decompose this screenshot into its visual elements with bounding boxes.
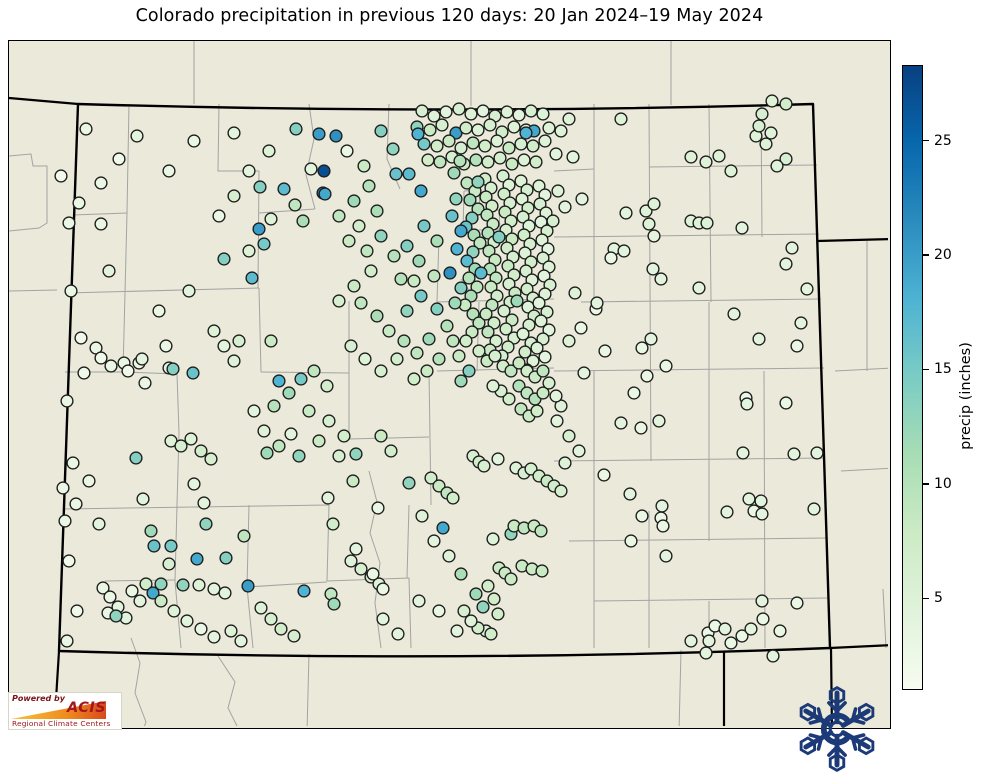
colorbar-tick-mark (923, 139, 929, 142)
acis-powered-by-label: Powered by (12, 694, 65, 703)
acis-name-label: ACIS (67, 700, 107, 716)
colorbar-tick-label: 20 (934, 247, 952, 264)
acis-logo: Powered by ACIS Regional Climate Centers (8, 692, 122, 730)
colorbar-tick-mark (923, 483, 929, 485)
snowflake-svg (799, 685, 875, 773)
colorbar (902, 65, 923, 690)
chart-title: Colorado precipitation in previous 120 d… (135, 6, 764, 26)
snowflake-logo-icon (792, 684, 882, 774)
colorbar-tick-label: 10 (934, 475, 952, 492)
colorbar-tick-label: 25 (934, 132, 952, 149)
colorbar-tick-label: 15 (934, 361, 952, 378)
acis-subtitle-label: Regional Climate Centers (12, 719, 111, 728)
colorbar-tick-label: 5 (934, 590, 943, 607)
colorbar-tick-mark (923, 254, 929, 256)
colorbar-axis-label: precip (inches) (958, 342, 974, 450)
map-svg (9, 41, 888, 726)
acis-swoosh-icon (11, 701, 106, 719)
map-panel (8, 40, 891, 773)
colorbar-tick-mark (923, 597, 929, 600)
colorbar-tick-mark (923, 368, 929, 371)
